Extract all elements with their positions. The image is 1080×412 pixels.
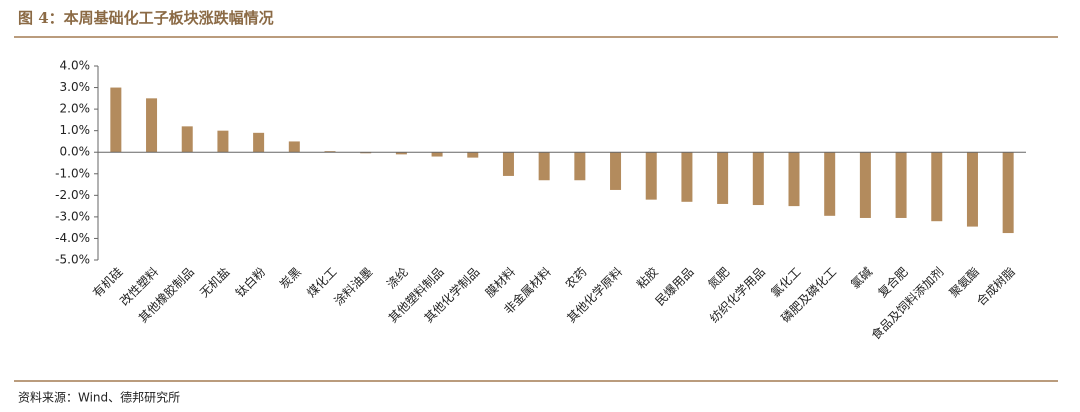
x-tick-label: 粘胶 [633,264,661,292]
y-tick-label: -3.0% [55,209,90,223]
x-tick-label: 涤纶 [384,265,411,292]
bar [146,98,158,153]
y-tick-label: -4.0% [55,231,90,245]
x-tick-label: 合成树脂 [973,264,1018,309]
bar [324,151,336,153]
x-tick-label: 涂料油墨 [331,264,376,309]
bar [824,152,836,216]
bar [681,152,693,202]
bar [610,152,622,190]
bar [645,152,657,200]
x-tick-label: 民爆用品 [653,265,697,309]
y-tick-label: -5.0% [55,253,90,267]
x-tick-label: 氮肥 [705,264,733,292]
y-tick-label: 0.0% [60,145,91,159]
bar [931,152,943,222]
y-tick-label: -1.0% [55,166,90,180]
bar [360,152,372,154]
bar [253,132,265,153]
y-tick-label: 3.0% [60,80,91,94]
bar [502,152,514,176]
y-tick-label: 4.0% [60,59,91,73]
bar [110,87,122,153]
x-tick-label: 氯碱 [848,265,875,292]
source-note: 资料来源：Wind、德邦研究所 [18,390,180,405]
bar [467,152,479,158]
x-tick-label: 钛白粉 [232,264,268,300]
bar [574,152,586,181]
chart-title: 图 4：本周基础化工子板块涨跌幅情况 [18,9,274,27]
bar [966,152,978,227]
bar [895,152,907,218]
bar [217,130,229,153]
bar [181,126,193,153]
x-tick-label: 炭黑 [277,265,304,292]
bar [431,152,443,157]
bar [288,141,300,153]
x-tick-label: 农药 [563,265,590,292]
y-tick-label: -2.0% [55,188,90,202]
y-tick-label: 2.0% [60,102,91,116]
y-tick-label: 1.0% [60,123,91,137]
x-tick-label: 无机盐 [197,265,232,300]
bar [788,152,800,207]
bar [1002,152,1014,234]
bar [752,152,764,206]
bar [859,152,871,218]
bar [538,152,550,181]
bar [717,152,729,204]
bar [395,152,407,155]
